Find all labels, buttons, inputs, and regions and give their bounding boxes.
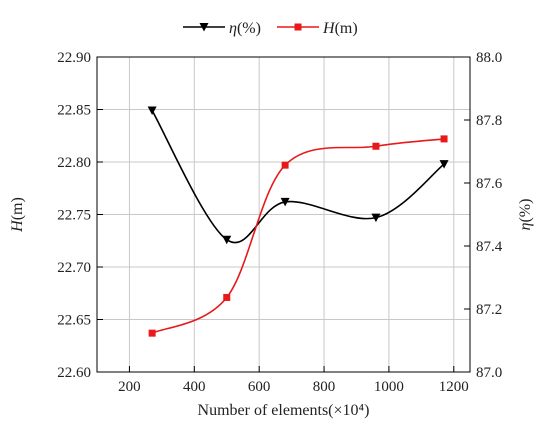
- left-tick-label: 22.60: [57, 365, 91, 381]
- legend-h-marker: [294, 23, 302, 31]
- series-group: [147, 106, 449, 337]
- right-axis-label: η(%): [517, 199, 534, 231]
- legend-eta-marker: [199, 23, 209, 32]
- series-h-point: [223, 293, 231, 301]
- series-eta-point: [222, 235, 232, 245]
- left-tick-label: 22.65: [57, 313, 91, 329]
- x-tick-label: 200: [118, 379, 141, 395]
- series-h-point: [372, 142, 380, 150]
- series-eta-point: [371, 213, 381, 223]
- left-axis-label: H(m): [9, 197, 26, 233]
- legend-item-h: H(m): [277, 20, 358, 37]
- series-h-point: [281, 161, 289, 169]
- x-tick-label: 400: [183, 379, 206, 395]
- x-tick-label: 1000: [374, 379, 404, 395]
- legend-eta-label: η(%): [229, 20, 261, 37]
- legend-h-symbol: H: [322, 20, 336, 37]
- x-tick-label: 800: [313, 379, 336, 395]
- legend: η(%) H(m): [183, 20, 358, 37]
- left-axis-label-unit: (m): [9, 197, 26, 220]
- legend-h-unit: (m): [335, 20, 358, 37]
- series-eta-point: [280, 197, 290, 207]
- axis-ticks: 200 400 600 800 1000 1200 22.60 22.65 22.70 22.75…: [57, 50, 503, 395]
- right-tick-label: 87.8: [476, 113, 502, 129]
- right-tick-label: 87.4: [476, 239, 503, 255]
- legend-eta-unit: (%): [237, 20, 261, 37]
- series-h-point: [440, 135, 448, 143]
- left-tick-label: 22.75: [57, 208, 91, 224]
- left-tick-label: 22.80: [57, 155, 91, 171]
- x-axis-label: Number of elements(×10⁴): [198, 402, 370, 419]
- grid-lines: [97, 56, 470, 373]
- right-axis-label-unit: (%): [517, 199, 534, 223]
- legend-h-label: H(m): [322, 20, 358, 37]
- left-tick-label: 22.85: [57, 103, 91, 119]
- series-eta-point: [439, 160, 449, 169]
- right-tick-label: 87.2: [476, 302, 502, 318]
- right-axis-label-symbol: η: [517, 222, 534, 230]
- series-h-line: [151, 138, 445, 334]
- left-tick-label: 22.70: [57, 260, 91, 276]
- right-tick-label: 87.0: [476, 365, 502, 381]
- right-tick-label: 88.0: [476, 50, 502, 66]
- legend-eta-symbol: η: [229, 20, 237, 37]
- x-tick-label: 600: [248, 379, 271, 395]
- left-tick-label: 22.90: [57, 50, 91, 66]
- x-tick-label: 1200: [439, 379, 469, 395]
- legend-item-eta: η(%): [183, 20, 261, 37]
- left-axis-label-symbol: H: [9, 219, 26, 233]
- series-h-point: [148, 329, 156, 337]
- series-eta-point: [147, 106, 157, 116]
- series-eta-line: [151, 110, 445, 244]
- right-tick-label: 87.6: [476, 176, 503, 192]
